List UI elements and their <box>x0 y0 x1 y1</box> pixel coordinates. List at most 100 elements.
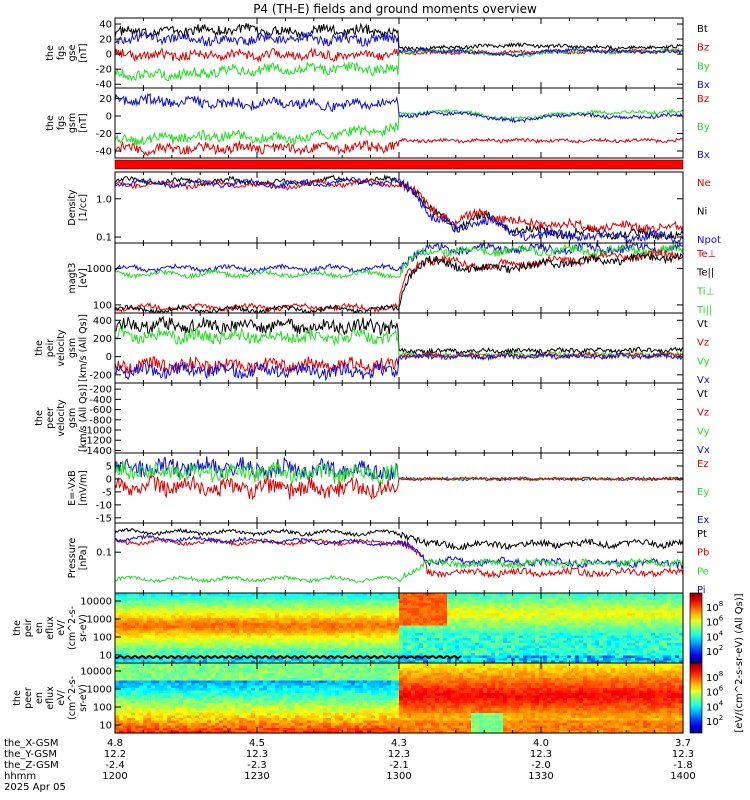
spectrogram-cell <box>235 628 240 632</box>
spectrogram-cell <box>647 595 652 599</box>
spectrogram-cell <box>415 608 420 612</box>
spectrogram-cell <box>315 598 320 602</box>
spectrogram-cell <box>311 600 316 604</box>
spectrogram-cell <box>163 695 168 699</box>
spectrogram-cell <box>167 693 172 697</box>
spectrogram-cell <box>155 725 160 729</box>
spectrogram-cell <box>675 658 680 662</box>
spectrogram-cell <box>587 605 592 609</box>
spectrogram-cell <box>391 628 396 632</box>
spectrogram-cell <box>431 648 436 652</box>
spectrogram-cell <box>535 653 540 657</box>
spectrogram-cell <box>411 610 416 614</box>
spectrogram-cell <box>563 643 568 647</box>
spectrogram-cell <box>471 598 476 602</box>
spectrogram-cell <box>483 640 488 644</box>
spectrogram-cell <box>287 620 292 624</box>
spectrogram-cell <box>447 603 452 607</box>
spectrogram-cell <box>675 605 680 609</box>
spectrogram-cell <box>131 730 136 734</box>
spectrogram-cell <box>507 638 512 642</box>
spectrogram-cell <box>395 635 400 639</box>
spectrogram-cell <box>247 610 252 614</box>
spectrogram-cell <box>395 618 400 622</box>
spectrogram-cell <box>647 615 652 619</box>
spectrogram-cell <box>619 608 624 612</box>
spectrogram-cell <box>491 600 496 604</box>
spectrogram-cell <box>347 595 352 599</box>
spectrogram-cell <box>247 618 252 622</box>
spectrogram-cell <box>543 660 548 664</box>
spectrogram-cell <box>167 723 172 727</box>
spectrogram-cell <box>187 605 192 609</box>
spectrogram-cell <box>299 595 304 599</box>
spectrogram-cell <box>671 655 676 659</box>
spectrogram-cell <box>299 593 304 597</box>
spectrogram-cell <box>651 653 656 657</box>
spectrogram-cell <box>139 675 144 679</box>
spectrogram-cell <box>139 610 144 614</box>
spectrogram-cell <box>539 603 544 607</box>
spectrogram-cell <box>579 648 584 652</box>
spectrogram-cell <box>295 600 300 604</box>
spectrogram-cell <box>679 640 684 644</box>
spectrogram-cell <box>123 730 128 734</box>
spectrogram-cell <box>411 598 416 602</box>
spectrogram-cell <box>611 633 616 637</box>
spectrogram-cell <box>439 595 444 599</box>
spectrogram-cell <box>131 685 136 689</box>
spectrogram-cell <box>355 600 360 604</box>
spectrogram-cell <box>191 593 196 597</box>
spectrogram-cell <box>455 658 460 662</box>
legend-entry: Pb <box>697 548 709 559</box>
spectrogram-cell <box>295 650 300 654</box>
spectrogram-cell <box>195 610 200 614</box>
spectrogram-cell <box>163 613 168 617</box>
spectrogram-cell <box>555 600 560 604</box>
spectrogram-cell <box>335 593 340 597</box>
spectrogram-cell <box>223 615 228 619</box>
spectrogram-cell <box>475 635 480 639</box>
y-tick-label: 20 <box>99 94 112 105</box>
spectrogram-cell <box>315 613 320 617</box>
spectrogram-cell <box>391 613 396 617</box>
spectrogram-cell <box>367 613 372 617</box>
spectrogram-cell <box>119 703 124 707</box>
spectrogram-cell <box>351 635 356 639</box>
spectrogram-cell <box>311 603 316 607</box>
spectrogram-cell <box>623 655 628 659</box>
spectrogram-cell <box>611 660 616 664</box>
spectrogram-cell <box>603 605 608 609</box>
spectrogram-cell <box>647 600 652 604</box>
spectrogram-cell <box>507 650 512 654</box>
spectrogram-cell <box>539 615 544 619</box>
spectrogram-cell <box>443 598 448 602</box>
spectrogram-cell <box>467 610 472 614</box>
spectrogram-cell <box>275 660 280 664</box>
spectrogram-cell <box>475 618 480 622</box>
spectrogram-cell <box>479 645 484 649</box>
spectrogram-cell <box>595 613 600 617</box>
spectrogram-cell <box>655 613 660 617</box>
spectrogram-cell <box>227 613 232 617</box>
spectrogram-cell <box>139 660 144 664</box>
spectrogram-cell <box>391 603 396 607</box>
spectrogram-cell <box>335 640 340 644</box>
spectrogram-cell <box>487 618 492 622</box>
spectrogram-cell <box>447 640 452 644</box>
spectrogram-cell <box>515 620 520 624</box>
spectrogram-cell <box>587 638 592 642</box>
spectrogram-cell <box>495 600 500 604</box>
spectrogram-cell <box>455 598 460 602</box>
spectrogram-cell <box>163 700 168 704</box>
spectrogram-cell <box>411 628 416 632</box>
spectrogram-cell <box>179 650 184 654</box>
spectrogram-cell <box>311 640 316 644</box>
spectrogram-cell <box>243 635 248 639</box>
spectrogram-cell <box>399 640 404 644</box>
spectrogram-cell <box>131 675 136 679</box>
spectrogram-cell <box>591 600 596 604</box>
spectrogram-cell <box>143 728 148 732</box>
spectrogram-cell <box>351 600 356 604</box>
spectrogram-cell <box>431 640 436 644</box>
